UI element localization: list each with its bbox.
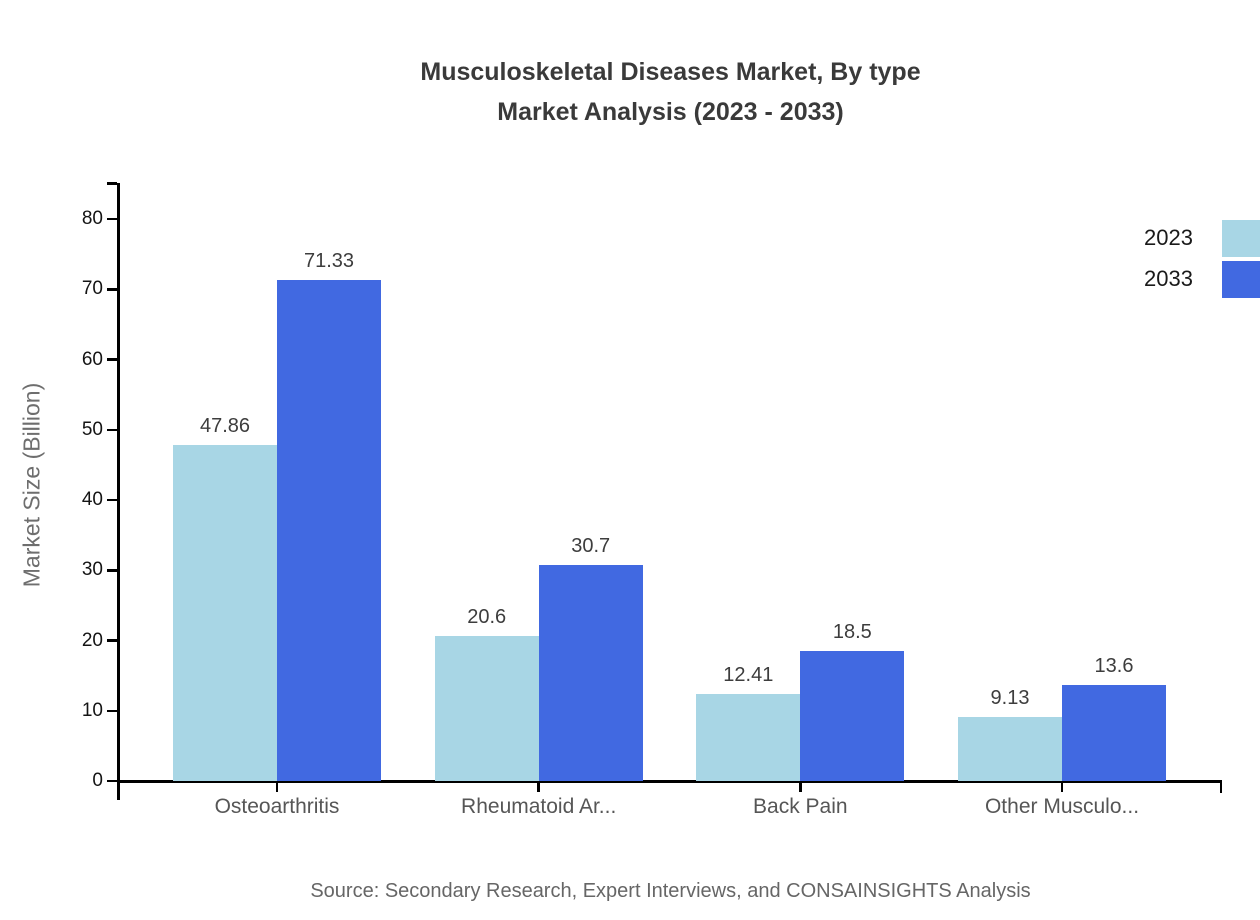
bar-value-2023-rheumatoid-ar: 20.6 bbox=[467, 606, 507, 629]
y-tick-70 bbox=[107, 288, 117, 291]
y-tick-label-0: 0 bbox=[92, 770, 103, 791]
y-tick-label-70: 70 bbox=[81, 278, 103, 300]
legend: 2023 2033 bbox=[1144, 219, 1260, 298]
y-tick-60 bbox=[107, 358, 117, 361]
y-tick-label-60: 60 bbox=[81, 348, 103, 370]
bar-2023-osteoarthritis[interactable] bbox=[173, 444, 277, 781]
y-tick-label-40: 40 bbox=[81, 489, 103, 510]
y-tick-80 bbox=[107, 217, 117, 221]
y-axis-title: Market Size (Billion) bbox=[18, 382, 45, 588]
y-tick-50 bbox=[107, 428, 117, 431]
x-tick-osteoarthritis bbox=[275, 781, 279, 792]
bar-2033-back-pain[interactable] bbox=[800, 651, 905, 781]
y-tick-30 bbox=[107, 569, 117, 572]
y-tick-label-80: 80 bbox=[81, 208, 103, 229]
bar-value-2023-osteoarthritis: 47.86 bbox=[199, 414, 251, 437]
bar-2033-rheumatoid-ar[interactable] bbox=[538, 565, 643, 781]
bar-value-2023-other-musculo: 9.13 bbox=[990, 686, 1030, 709]
bar-2033-other-musculo[interactable] bbox=[1062, 685, 1166, 781]
bar-2023-back-pain[interactable] bbox=[696, 693, 801, 781]
x-tick-back-pain bbox=[799, 781, 802, 792]
x-axis-endcap bbox=[1219, 780, 1222, 793]
legend-label-2033: 2033 bbox=[1144, 266, 1193, 291]
bar-2023-rheumatoid-ar[interactable] bbox=[434, 636, 539, 781]
bar-value-2033-other-musculo: 13.6 bbox=[1094, 655, 1134, 678]
bar-value-2033-osteoarthritis: 71.33 bbox=[303, 249, 355, 272]
category-label-osteoarthritis: Osteoarthritis bbox=[214, 795, 340, 818]
source-note: Source: Secondary Research, Expert Inter… bbox=[310, 880, 1031, 902]
chart-title-line2: Market Analysis (2023 - 2033) bbox=[497, 98, 844, 126]
chart-title: Musculoskeletal Diseases Market, By type… bbox=[119, 52, 1222, 132]
bar-value-2033-back-pain: 18.5 bbox=[832, 621, 872, 644]
category-label-back-pain: Back Pain bbox=[753, 795, 848, 818]
y-tick-label-20: 20 bbox=[81, 629, 103, 651]
bar-2023-other-musculo[interactable] bbox=[958, 716, 1062, 781]
bar-value-2023-back-pain: 12.41 bbox=[723, 663, 774, 686]
y-tick-label-50: 50 bbox=[81, 418, 103, 440]
chart-title-line1: Musculoskeletal Diseases Market, By type bbox=[420, 58, 921, 86]
bar-value-2033-rheumatoid-ar: 30.7 bbox=[571, 535, 611, 558]
y-tick-40 bbox=[107, 498, 117, 502]
category-label-other-musculo: Other Musculo... bbox=[984, 795, 1140, 818]
y-tick-10 bbox=[107, 709, 117, 712]
legend-swatch-2033 bbox=[1222, 260, 1260, 298]
legend-label-2023: 2023 bbox=[1144, 225, 1193, 250]
y-tick-20 bbox=[107, 639, 117, 642]
y-axis-endcap bbox=[107, 182, 117, 185]
x-axis-line bbox=[117, 780, 1222, 783]
bar-2033-osteoarthritis[interactable] bbox=[277, 279, 381, 781]
x-tick-rheumatoid-ar bbox=[537, 781, 540, 792]
y-tick-label-10: 10 bbox=[81, 699, 103, 721]
y-axis-line bbox=[117, 183, 120, 800]
legend-swatch-2023 bbox=[1222, 219, 1260, 257]
legend-item-2023[interactable]: 2023 bbox=[1144, 219, 1260, 257]
legend-item-2033[interactable]: 2033 bbox=[1144, 260, 1260, 298]
y-tick-0 bbox=[107, 779, 117, 783]
x-tick-other-musculo bbox=[1060, 781, 1064, 792]
y-tick-label-30: 30 bbox=[81, 559, 103, 581]
category-label-rheumatoid-ar: Rheumatoid Ar... bbox=[461, 795, 617, 818]
